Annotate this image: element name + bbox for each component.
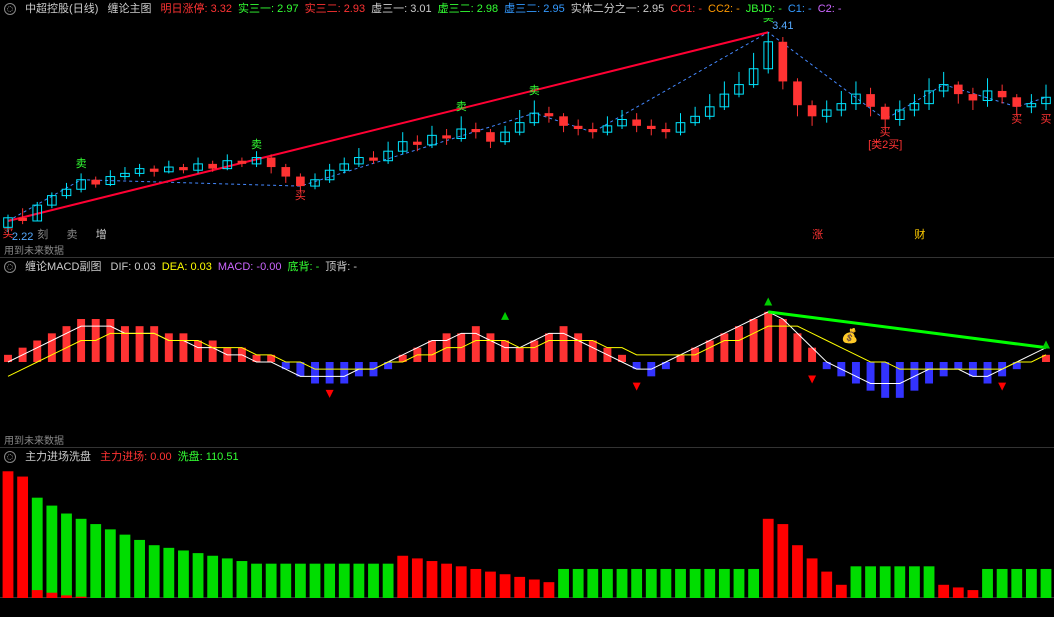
svg-text:💰: 💰 [841,328,858,345]
svg-text:卖: 卖 [76,157,87,170]
macd-header: 缠论MACD副图 DIF: 0.03DEA: 0.03MACD: -0.00底背… [0,258,1054,276]
svg-text:2.22: 2.22 [12,231,33,240]
macd-footer: 用到未来数据 [4,432,64,447]
svg-text:卖: 卖 [66,228,77,240]
svg-text:卖: 卖 [251,138,262,151]
macd-chart-area[interactable]: 💰 [0,276,1054,448]
main-chart-panel: 中超控股(日线) 缠论主图 明日涨停: 3.32实三一: 2.97实三二: 2.… [0,0,1054,258]
gear-icon[interactable] [4,3,16,15]
macd-panel: 缠论MACD副图 DIF: 0.03DEA: 0.03MACD: -0.00底背… [0,258,1054,448]
svg-text:买: 买 [1011,113,1022,126]
svg-text:卖: 卖 [456,100,467,113]
svg-text:[类2买]: [类2买] [868,137,902,151]
vol-header: 主力进场洗盘 主力进场: 0.00洗盘: 110.51 [0,448,1054,466]
macd-title: 缠论MACD副图 DIF: 0.03DEA: 0.03MACD: -0.00底背… [25,261,363,273]
main-chart-area[interactable]: 买2.22卖卖买卖卖卖3.41买[类2买]买买刻卖增涨财 [0,18,1054,240]
vol-chart-area[interactable] [0,466,1054,598]
vol-title: 主力进场洗盘 主力进场: 0.00洗盘: 110.51 [25,451,245,463]
svg-text:卖: 卖 [529,84,540,97]
svg-text:刻: 刻 [37,227,48,240]
svg-text:增: 增 [96,227,107,240]
svg-text:财: 财 [914,227,925,240]
vol-panel: 主力进场洗盘 主力进场: 0.00洗盘: 110.51 [0,448,1054,598]
svg-text:买: 买 [880,125,891,138]
main-header: 中超控股(日线) 缠论主图 明日涨停: 3.32实三一: 2.97实三二: 2.… [0,0,1054,18]
svg-text:买: 买 [1041,113,1052,126]
stock-title: 中超控股(日线) 缠论主图 明日涨停: 3.32实三一: 2.97实三二: 2.… [25,3,847,15]
svg-text:涨: 涨 [812,228,823,240]
main-footer: 用到未来数据 [4,242,64,257]
gear-icon[interactable] [4,261,16,273]
gear-icon[interactable] [4,451,16,463]
svg-text:3.41: 3.41 [772,20,793,32]
svg-text:买: 买 [295,189,306,202]
